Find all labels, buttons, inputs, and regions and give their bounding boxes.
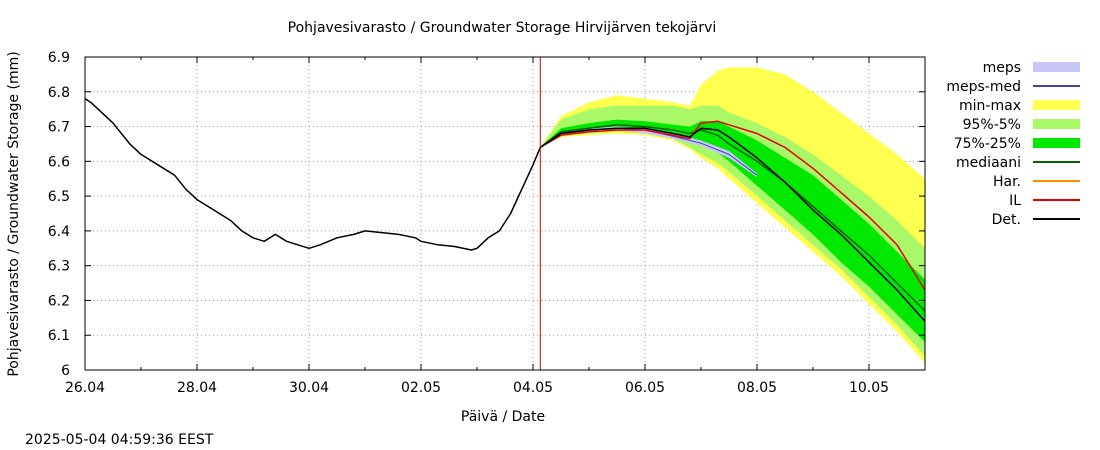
x-tick-label: 30.04 [289,380,329,396]
x-axis-label: Päivä / Date [461,409,545,425]
legend-label-meps: meps [983,60,1021,76]
det-line [539,127,925,322]
y-tick-label: 6.5 [48,189,70,205]
legend-swatch-p75-25 [1033,138,1080,148]
x-tick-label: 04.05 [513,380,553,396]
x-axis-ticks: 26.04 28.04 30.04 02.05 04.05 06.05 08.05 10.05 [65,57,889,396]
x-tick-label: 08.05 [737,380,777,396]
y-tick-label: 6.9 [48,50,70,66]
min-max-band [540,67,925,364]
y-tick-label: 6 [61,363,70,379]
legend-label-har: Har. [993,174,1021,190]
x-tick-label: 26.04 [65,380,105,396]
legend-swatch-min-max [1033,100,1080,110]
legend-swatch-p95-5 [1033,119,1080,129]
legend-label-min-max: min-max [959,98,1021,114]
x-tick-label: 02.05 [401,380,441,396]
series-lines [85,57,925,370]
y-tick-label: 6.8 [48,85,70,101]
x-tick-label: 06.05 [625,380,665,396]
y-tick-label: 6.1 [48,328,70,344]
x-tick-label: 10.05 [849,380,889,396]
p95-5-band [540,105,925,357]
legend-label-median: mediaani [956,155,1021,171]
legend-label-det: Det. [992,212,1021,228]
p75-25-band [540,119,925,343]
il-line [539,120,925,291]
y-tick-label: 6.4 [48,224,70,240]
timestamp: 2025-05-04 04:59:36 EEST [25,432,214,448]
y-axis-label: Pohjavesivarasto / Groundwater Storage (… [6,51,22,376]
y-tick-label: 6.2 [48,293,70,309]
median-line [539,124,925,312]
x-tick-label: 28.04 [177,380,217,396]
forecast-bands [540,67,925,364]
y-tick-label: 6.3 [48,259,70,275]
y-axis-ticks: 6 6.1 6.2 6.3 6.4 6.5 6.6 6.7 6.8 6.9 [48,50,925,379]
plot-frame [84,56,926,371]
legend-label-p95-5: 95%-5% [963,117,1021,133]
y-tick-label: 6.6 [48,154,70,170]
legend-label-meps-med: meps-med [946,79,1021,95]
legend-label-il: IL [1009,193,1021,209]
legend: meps meps-med min-max 95%-5% 75%-25% mediaani… [946,60,1080,228]
observed-line [85,98,541,251]
legend-label-p75-25: 75%-25% [954,136,1021,152]
y-tick-label: 6.7 [48,120,70,136]
chart-title: Pohjavesivarasto / Groundwater Storage H… [288,20,717,36]
legend-swatch-meps [1033,62,1080,72]
